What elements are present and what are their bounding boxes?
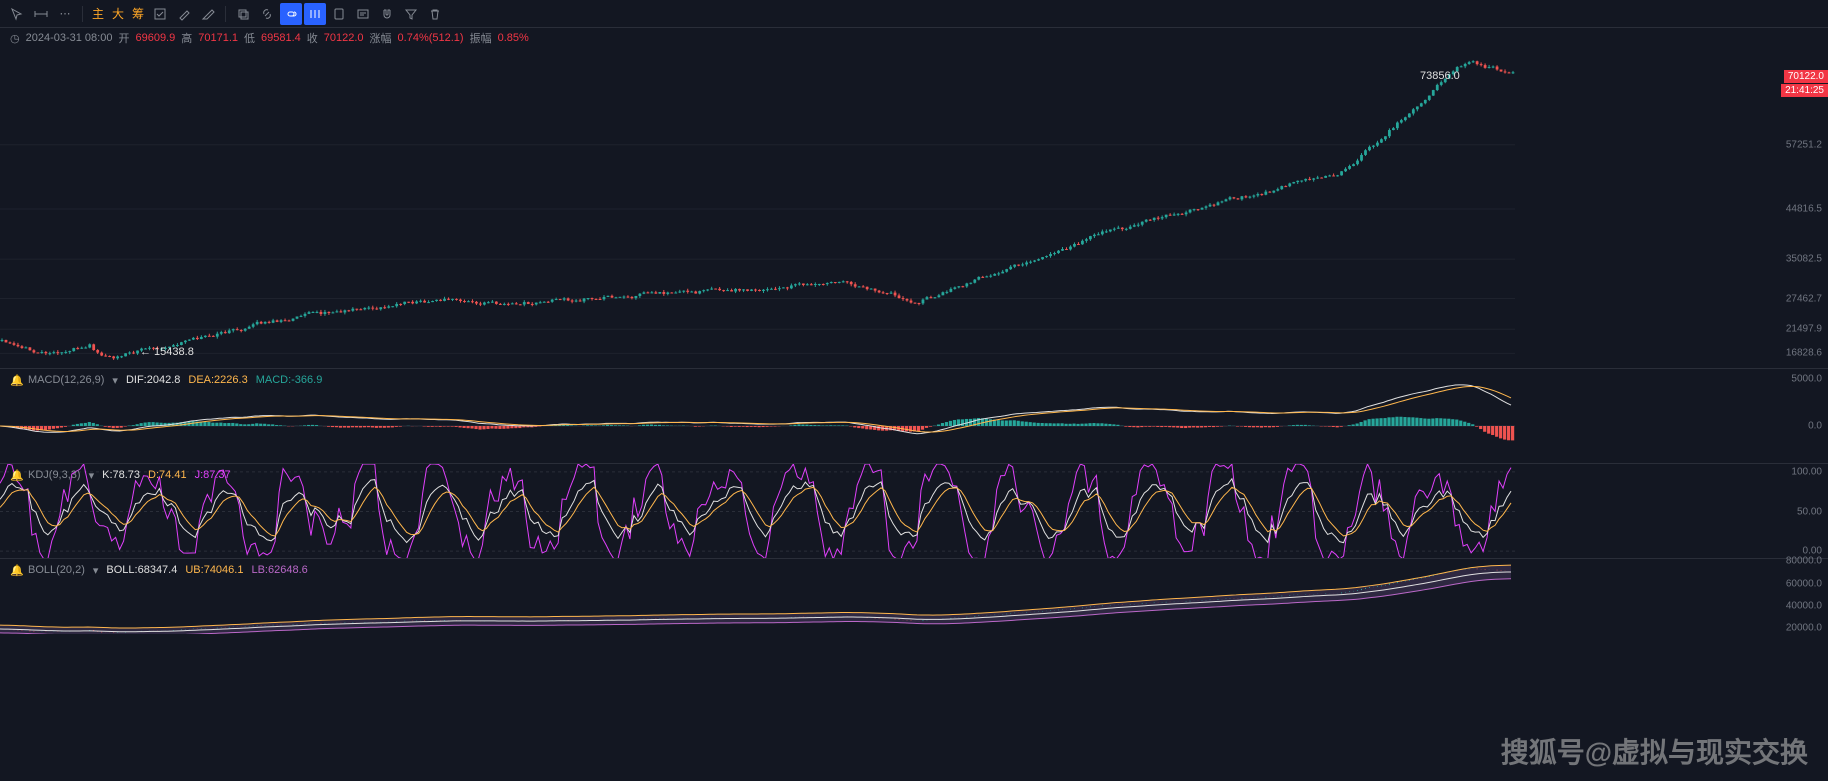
kdj-d-value: D:74.41: [148, 469, 187, 481]
toolbar-separator: [82, 6, 83, 22]
ruler-tool-icon[interactable]: [30, 3, 52, 25]
magnet-tool-icon[interactable]: [376, 3, 398, 25]
boll-y-axis[interactable]: 20000.040000.060000.080000.0: [1773, 559, 1828, 633]
macd-y-axis[interactable]: 0.05000.0: [1773, 369, 1828, 463]
edit-tool-icon[interactable]: [149, 3, 171, 25]
macd-label: MACD(12,26,9): [28, 374, 104, 386]
close-label: 收: [307, 30, 318, 46]
low-label: 低: [244, 30, 255, 46]
cursor-tool-icon[interactable]: [6, 3, 28, 25]
dropdown-icon[interactable]: ▾: [112, 374, 118, 387]
main-indicator-button[interactable]: 主: [89, 5, 107, 22]
paste-tool-icon[interactable]: [328, 3, 350, 25]
kdj-panel[interactable]: 🔔 KDJ(9,3,3) ▾ K:78.73 D:74.41 J:87.37 0…: [0, 463, 1828, 558]
note-tool-icon[interactable]: [352, 3, 374, 25]
brush-tool-icon[interactable]: [173, 3, 195, 25]
countdown-tag: 21:41:25: [1781, 84, 1828, 97]
toolbar-separator: [225, 6, 226, 22]
dropdown-icon[interactable]: ▾: [89, 469, 95, 482]
clock-icon: ◷: [10, 32, 20, 45]
candlestick-chart[interactable]: [0, 48, 1515, 368]
trash-tool-icon[interactable]: [424, 3, 446, 25]
watermark-text: 搜狐号@虚拟与现实交换: [1501, 731, 1808, 771]
drawing-toolbar: ⋯ 主 大 筹: [0, 0, 1828, 28]
link-tool-icon[interactable]: [256, 3, 278, 25]
change-label: 涨幅: [370, 30, 392, 46]
amplitude-value: 0.85%: [498, 32, 529, 44]
open-value: 69609.9: [135, 32, 175, 44]
boll-header: 🔔 BOLL(20,2) ▾ BOLL:68347.4 UB:74046.1 L…: [0, 561, 318, 579]
dropdown-icon[interactable]: ▾: [93, 564, 99, 577]
boll-mid-value: BOLL:68347.4: [106, 564, 177, 576]
kdj-k-value: K:78.73: [102, 469, 140, 481]
boll-lb-value: LB:62648.6: [251, 564, 307, 576]
pencil-tool-icon[interactable]: [197, 3, 219, 25]
big-indicator-button[interactable]: 大: [109, 5, 127, 22]
high-value: 70171.1: [198, 32, 238, 44]
boll-ub-value: UB:74046.1: [185, 564, 243, 576]
low-price-annotation: ← 15438.8: [140, 346, 194, 358]
alert-icon[interactable]: 🔔: [10, 564, 20, 577]
alert-icon[interactable]: 🔔: [10, 374, 20, 387]
amplitude-label: 振幅: [470, 30, 492, 46]
high-label: 高: [181, 30, 192, 46]
macd-dif-value: DIF:2042.8: [126, 374, 180, 386]
change-value: 0.74%(512.1): [398, 32, 464, 44]
close-value: 70122.0: [324, 32, 364, 44]
kdj-header: 🔔 KDJ(9,3,3) ▾ K:78.73 D:74.41 J:87.37: [0, 466, 241, 484]
chou-indicator-button[interactable]: 筹: [129, 5, 147, 22]
kdj-j-value: J:87.37: [195, 469, 231, 481]
bars-tool-icon[interactable]: [304, 3, 326, 25]
more-tools-icon[interactable]: ⋯: [54, 3, 76, 25]
open-label: 开: [118, 30, 129, 46]
kdj-label: KDJ(9,3,3): [28, 469, 81, 481]
boll-label: BOLL(20,2): [28, 564, 85, 576]
copy-tool-icon[interactable]: [232, 3, 254, 25]
price-chart-panel[interactable]: 73856.0 ← 15438.8 16828.621497.927462.73…: [0, 48, 1828, 368]
filter-tool-icon[interactable]: [400, 3, 422, 25]
kdj-y-axis[interactable]: 0.0050.00100.00: [1773, 464, 1828, 558]
macd-header: 🔔 MACD(12,26,9) ▾ DIF:2042.8 DEA:2226.3 …: [0, 371, 332, 389]
datetime-label: 2024-03-31 08:00: [26, 32, 113, 44]
alert-icon[interactable]: 🔔: [10, 469, 20, 482]
macd-panel[interactable]: 🔔 MACD(12,26,9) ▾ DIF:2042.8 DEA:2226.3 …: [0, 368, 1828, 463]
high-price-annotation: 73856.0: [1420, 70, 1460, 82]
ohlc-info-bar: ◷ 2024-03-31 08:00 开 69609.9 高 70171.1 低…: [0, 28, 1828, 48]
boll-panel[interactable]: 🔔 BOLL(20,2) ▾ BOLL:68347.4 UB:74046.1 L…: [0, 558, 1828, 633]
macd-hist-value: MACD:-366.9: [256, 374, 323, 386]
macd-dea-value: DEA:2226.3: [188, 374, 247, 386]
low-value: 69581.4: [261, 32, 301, 44]
chain-tool-icon[interactable]: [280, 3, 302, 25]
current-price-tag: 70122.0: [1784, 70, 1828, 83]
